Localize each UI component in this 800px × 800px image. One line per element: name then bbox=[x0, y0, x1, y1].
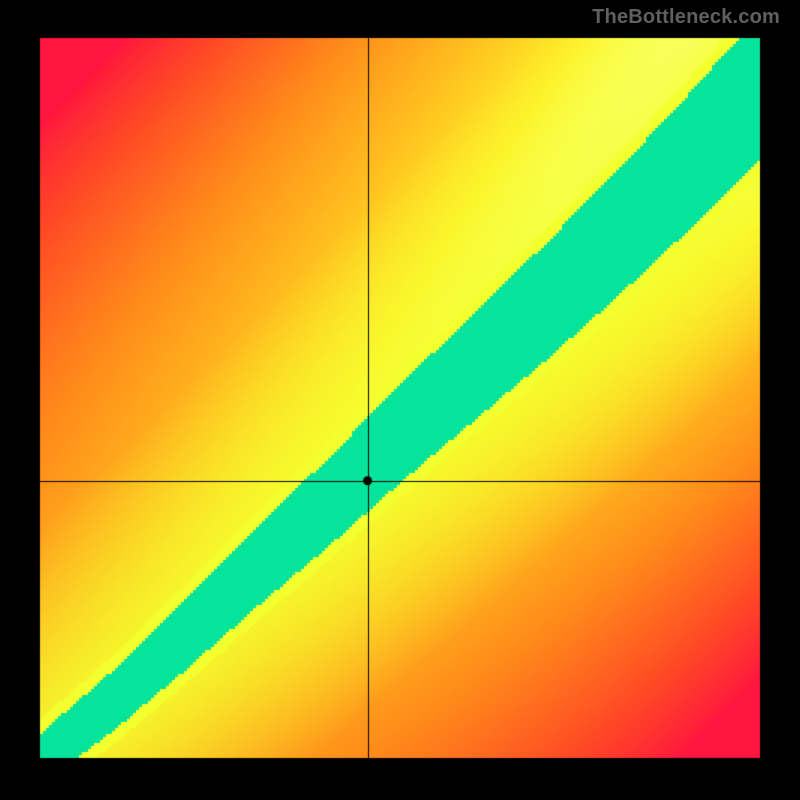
chart-root: TheBottleneck.com bbox=[0, 0, 800, 800]
heatmap-canvas bbox=[0, 0, 800, 800]
watermark-text: TheBottleneck.com bbox=[592, 6, 780, 29]
